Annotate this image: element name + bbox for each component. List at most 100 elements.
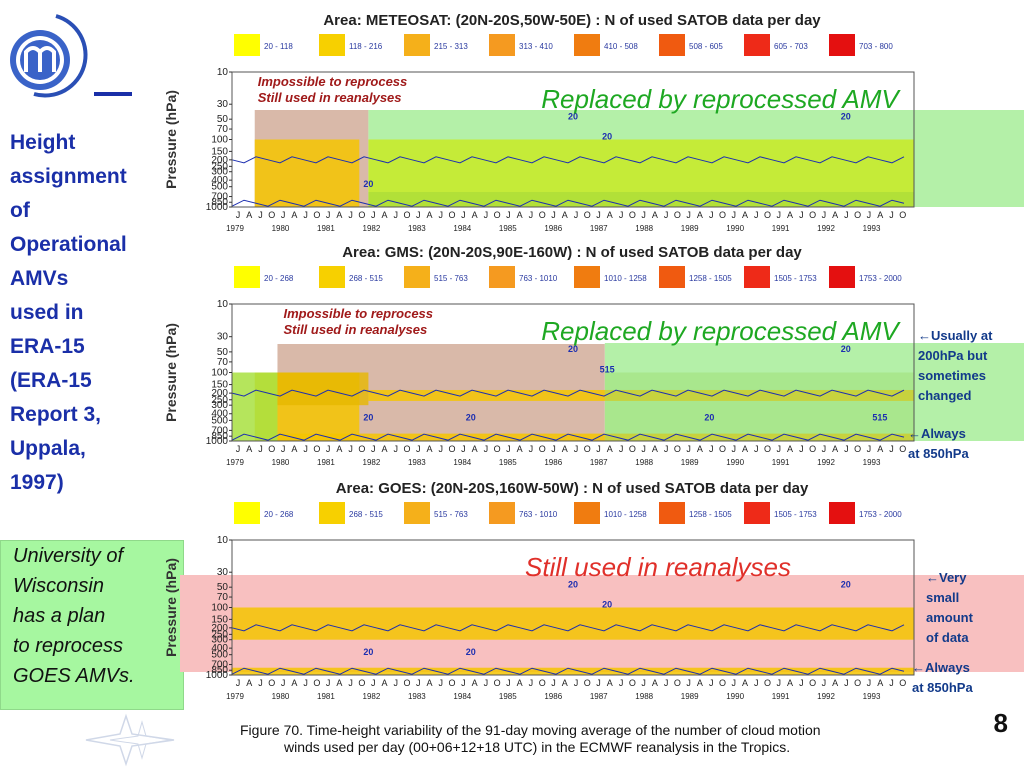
- x-month-1-59: O: [899, 444, 906, 454]
- star-decoration-icon: [85, 713, 175, 767]
- legend-swatch-0-3: [489, 34, 515, 56]
- contour-label-0-2: 20: [602, 132, 612, 142]
- x-month-1-17: A: [427, 444, 433, 454]
- heat-cell-1-c: [277, 372, 369, 406]
- x-year-1-1: 1980: [272, 458, 290, 467]
- x-month-2-6: J: [303, 678, 308, 688]
- contour-label-2-2: 20: [602, 600, 612, 610]
- y-axis-label-2: Pressure (hPa): [163, 558, 179, 657]
- legend-label-1-4: 1010 - 1258: [604, 274, 647, 283]
- x-month-0-15: O: [403, 210, 410, 220]
- x-month-2-22: J: [484, 678, 489, 688]
- legend-label-0-3: 313 - 410: [519, 42, 553, 51]
- x-month-2-1: A: [246, 678, 252, 688]
- x-month-2-21: A: [472, 678, 478, 688]
- shade-title-0-1: Replaced by reprocessed AMV: [541, 84, 901, 114]
- y-tick-label-0-13: 1000: [206, 202, 229, 213]
- x-month-1-43: O: [719, 444, 726, 454]
- x-month-2-13: A: [381, 678, 387, 688]
- x-month-1-51: O: [809, 444, 816, 454]
- x-month-2-7: O: [313, 678, 320, 688]
- y-tick-label-1-12: 850: [211, 431, 228, 442]
- y-tick-label-1-6: 200: [211, 388, 228, 399]
- y-tick-label-2-6: 200: [211, 623, 228, 634]
- y-axis-label-0: Pressure (hPa): [163, 90, 179, 189]
- y-tick-label-0-6: 200: [211, 155, 228, 166]
- x-month-0-5: A: [291, 210, 297, 220]
- x-month-2-35: O: [629, 678, 636, 688]
- legend-swatch-2-1: [319, 502, 345, 524]
- x-month-0-16: J: [416, 210, 421, 220]
- x-year-0-11: 1990: [726, 224, 744, 233]
- x-month-2-45: A: [742, 678, 748, 688]
- x-year-0-6: 1985: [499, 224, 517, 233]
- y-tick-label-0-10: 500: [211, 182, 228, 193]
- x-month-1-53: A: [832, 444, 838, 454]
- x-month-1-19: O: [449, 444, 456, 454]
- x-month-2-17: A: [427, 678, 433, 688]
- x-month-0-26: J: [529, 210, 534, 220]
- y-axis-label-1: Pressure (hPa): [163, 323, 179, 422]
- x-month-1-52: J: [822, 444, 827, 454]
- x-year-0-10: 1989: [681, 224, 699, 233]
- legend-swatch-2-0: [234, 502, 260, 524]
- contour-label-1-1: 20: [568, 344, 578, 354]
- x-month-0-14: J: [393, 210, 398, 220]
- y-tick-label-1-5: 150: [211, 380, 228, 391]
- caption-line-0: Figure 70. Time-height variability of th…: [240, 722, 821, 738]
- x-year-0-0: 1979: [226, 224, 244, 233]
- x-month-1-16: J: [416, 444, 421, 454]
- x-month-0-34: J: [619, 210, 624, 220]
- y-tick-label-2-0: 10: [217, 535, 229, 546]
- x-year-1-11: 1990: [726, 458, 744, 467]
- contour-label-2-0: 20: [363, 647, 373, 657]
- x-month-0-38: J: [664, 210, 669, 220]
- x-year-2-13: 1992: [817, 692, 835, 701]
- legend-swatch-0-0: [234, 34, 260, 56]
- x-month-1-9: A: [336, 444, 342, 454]
- x-month-1-1: A: [246, 444, 252, 454]
- x-month-2-34: J: [619, 678, 624, 688]
- x-year-0-4: 1983: [408, 224, 426, 233]
- x-year-1-7: 1986: [544, 458, 562, 467]
- x-month-1-31: O: [584, 444, 591, 454]
- side-title-line-3: Operational: [10, 233, 127, 256]
- x-year-1-12: 1991: [772, 458, 790, 467]
- side-note-line-2-1-0: ←Always: [912, 660, 970, 675]
- y-tick-label-2-11: 700: [211, 660, 228, 671]
- legend-swatch-2-6: [744, 502, 770, 524]
- x-month-0-46: J: [754, 210, 759, 220]
- x-month-0-17: A: [427, 210, 433, 220]
- x-month-1-42: J: [709, 444, 714, 454]
- x-month-2-11: O: [358, 678, 365, 688]
- legend-label-1-6: 1505 - 1753: [774, 274, 817, 283]
- legend-label-0-0: 20 - 118: [264, 42, 293, 51]
- legend-label-0-1: 118 - 216: [349, 42, 383, 51]
- legend-swatch-1-5: [659, 266, 685, 288]
- x-month-0-29: A: [562, 210, 568, 220]
- x-month-0-48: J: [777, 210, 782, 220]
- y-tick-label-2-3: 70: [217, 592, 229, 603]
- heat-cell-0-a: [254, 139, 360, 207]
- legend-label-2-4: 1010 - 1258: [604, 510, 647, 519]
- x-month-1-33: A: [607, 444, 613, 454]
- heat-cell-1-b: [232, 372, 278, 441]
- x-month-1-34: J: [619, 444, 624, 454]
- contour-label-2-1: 20: [568, 579, 578, 589]
- legend-label-0-7: 703 - 800: [859, 42, 893, 51]
- x-month-0-41: A: [697, 210, 703, 220]
- x-month-1-15: O: [403, 444, 410, 454]
- legend-swatch-2-3: [489, 502, 515, 524]
- heat-cell-2-c: [232, 667, 914, 675]
- x-month-0-19: O: [449, 210, 456, 220]
- x-month-0-36: J: [641, 210, 646, 220]
- chart-title-1: Area: GMS: (20N-20S,90E-160W) : N of use…: [342, 244, 802, 261]
- x-month-0-49: A: [787, 210, 793, 220]
- x-month-0-30: J: [574, 210, 579, 220]
- x-month-2-29: A: [562, 678, 568, 688]
- x-month-1-22: J: [484, 444, 489, 454]
- x-month-2-28: J: [551, 678, 556, 688]
- y-tick-label-2-13: 1000: [206, 670, 229, 681]
- x-month-1-56: J: [867, 444, 872, 454]
- legend-swatch-0-7: [829, 34, 855, 56]
